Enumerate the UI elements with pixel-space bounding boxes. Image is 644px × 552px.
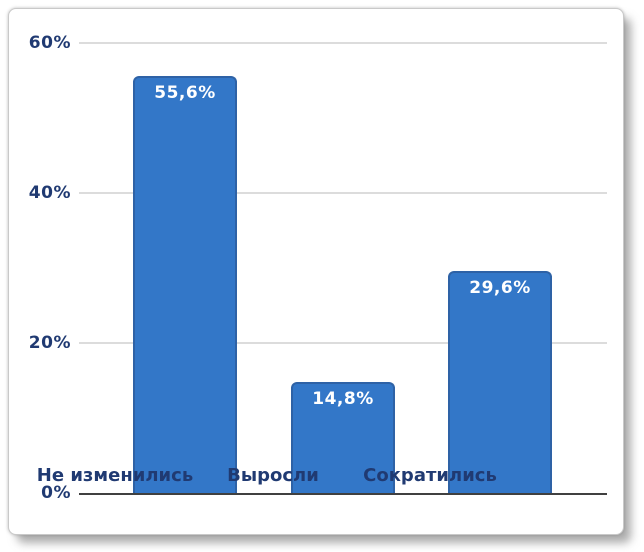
y-axis-tick-60: 60% xyxy=(28,33,71,53)
y-axis-tick-0: 0% xyxy=(41,483,71,503)
x-axis-category-label: Не изменились xyxy=(36,465,194,486)
y-axis-tick-40: 40% xyxy=(28,183,71,203)
bar-vyrosli: 14,8% xyxy=(291,382,395,493)
chart-card: 60% 40% 20% 0% 55,6% 14,8% 29,6% Не изме… xyxy=(8,8,624,535)
gridline-60 xyxy=(79,42,607,44)
bar-value-label: 14,8% xyxy=(312,389,374,409)
bar-value-label: 29,6% xyxy=(469,278,531,298)
y-axis-tick-20: 20% xyxy=(28,333,71,353)
bar-value-label: 55,6% xyxy=(154,83,216,103)
bar-ne-izmenilis: 55,6% xyxy=(133,76,237,493)
x-axis-category-label: Сократились xyxy=(363,465,497,486)
x-axis-category-label: Выросли xyxy=(227,465,319,486)
bar-sokratilis: 29,6% xyxy=(448,271,552,493)
gridline-40 xyxy=(79,192,607,194)
plot-area: 55,6% 14,8% 29,6% xyxy=(79,42,607,495)
gridline-20 xyxy=(79,342,607,344)
